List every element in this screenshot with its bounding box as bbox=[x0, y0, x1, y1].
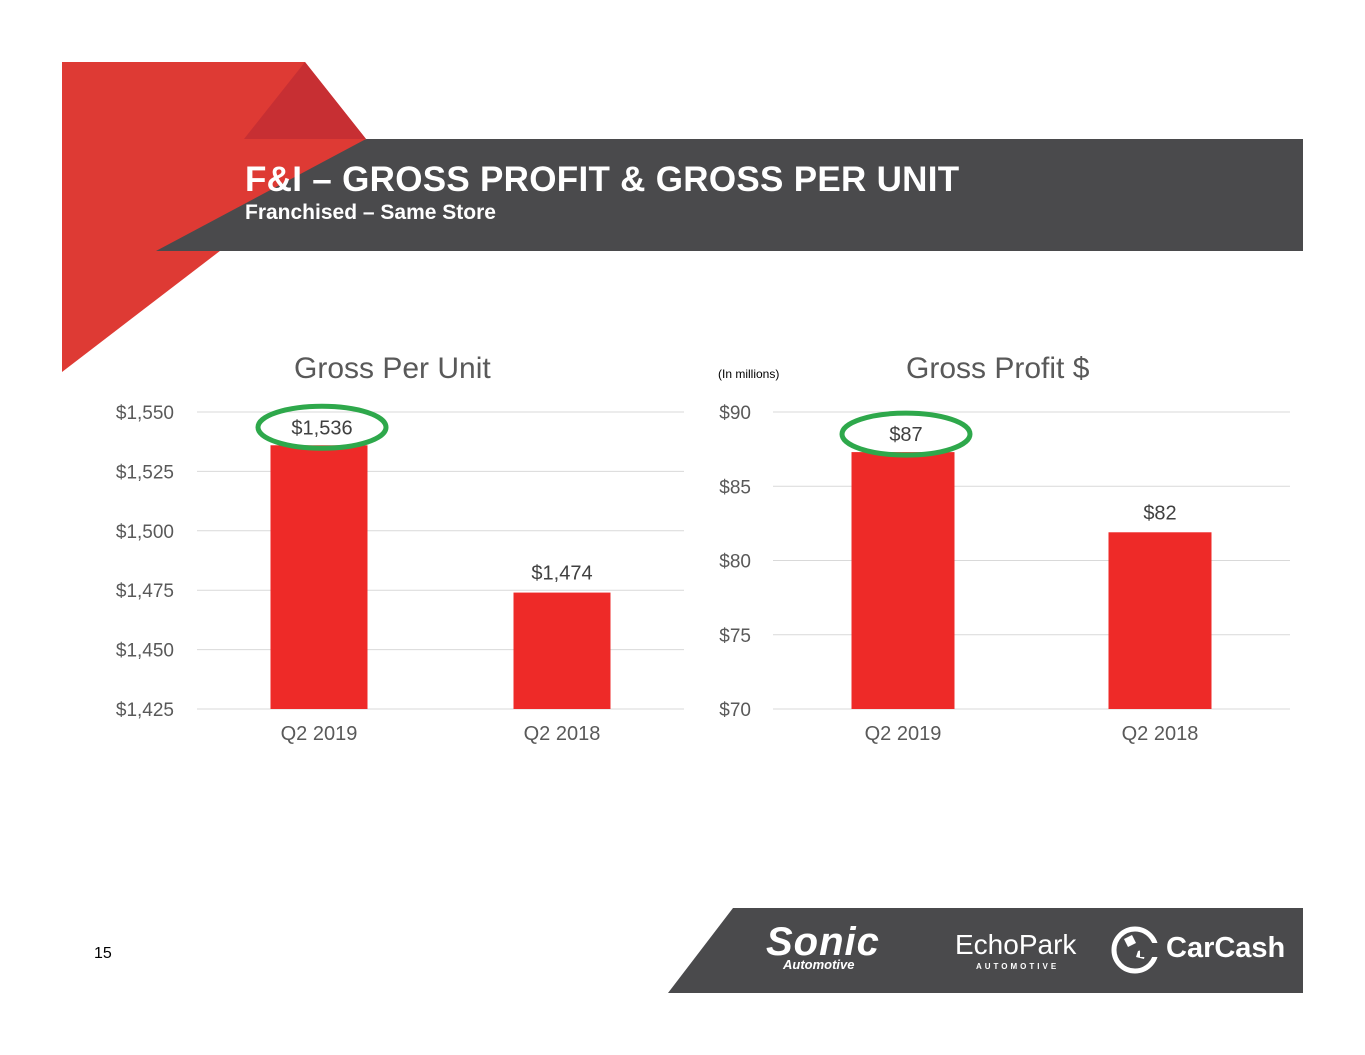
x-tick-label: Q2 2018 bbox=[524, 723, 601, 745]
y-tick-label: $1,425 bbox=[116, 700, 174, 721]
data-label: $1,536 bbox=[291, 417, 352, 439]
title-banner bbox=[156, 139, 1303, 251]
y-tick-label: $80 bbox=[719, 552, 751, 573]
y-tick-label: $1,550 bbox=[116, 403, 174, 424]
y-tick-label: $1,500 bbox=[116, 522, 174, 543]
y-tick-label: $1,525 bbox=[116, 462, 174, 483]
y-tick-label: $85 bbox=[719, 477, 751, 498]
carcash-logo: CarCash bbox=[1166, 932, 1286, 964]
data-label: $87 bbox=[889, 424, 922, 446]
carcash-globe-icon bbox=[1111, 926, 1160, 974]
y-tick-label: $70 bbox=[719, 700, 751, 721]
y-tick-label: $1,475 bbox=[116, 581, 174, 602]
sonic-logo: Sonic bbox=[766, 920, 880, 964]
slide-subtitle: Franchised – Same Store bbox=[245, 201, 496, 224]
red-accent-triangle bbox=[62, 62, 366, 372]
highlight-ring bbox=[839, 410, 973, 458]
red-accent-fold bbox=[244, 62, 366, 139]
y-tick-label: $75 bbox=[719, 626, 751, 647]
bar bbox=[270, 445, 368, 709]
page-number: 15 bbox=[94, 945, 112, 962]
y-tick-label: $90 bbox=[719, 403, 751, 424]
bar bbox=[513, 592, 611, 709]
gross-per-unit-chart-title: Gross Per Unit bbox=[294, 352, 491, 385]
echopark-logo: EchoPark bbox=[955, 929, 1077, 960]
bar bbox=[1108, 532, 1212, 709]
bar bbox=[851, 452, 955, 709]
data-label: $82 bbox=[1143, 502, 1176, 524]
highlight-ring bbox=[255, 403, 389, 451]
x-tick-label: Q2 2019 bbox=[865, 723, 942, 745]
gross-profit-chart-title: Gross Profit $ bbox=[906, 352, 1090, 385]
data-label: $1,474 bbox=[531, 563, 592, 585]
echopark-logo-subtitle: AUTOMOTIVE bbox=[976, 962, 1060, 971]
x-tick-label: Q2 2019 bbox=[281, 723, 358, 745]
units-note: (In millions) bbox=[718, 367, 780, 381]
x-tick-label: Q2 2018 bbox=[1122, 723, 1199, 745]
y-tick-label: $1,450 bbox=[116, 641, 174, 662]
slide-title: F&I – GROSS PROFIT & GROSS PER UNIT bbox=[245, 160, 960, 199]
sonic-logo-subtitle: Automotive bbox=[783, 957, 855, 972]
